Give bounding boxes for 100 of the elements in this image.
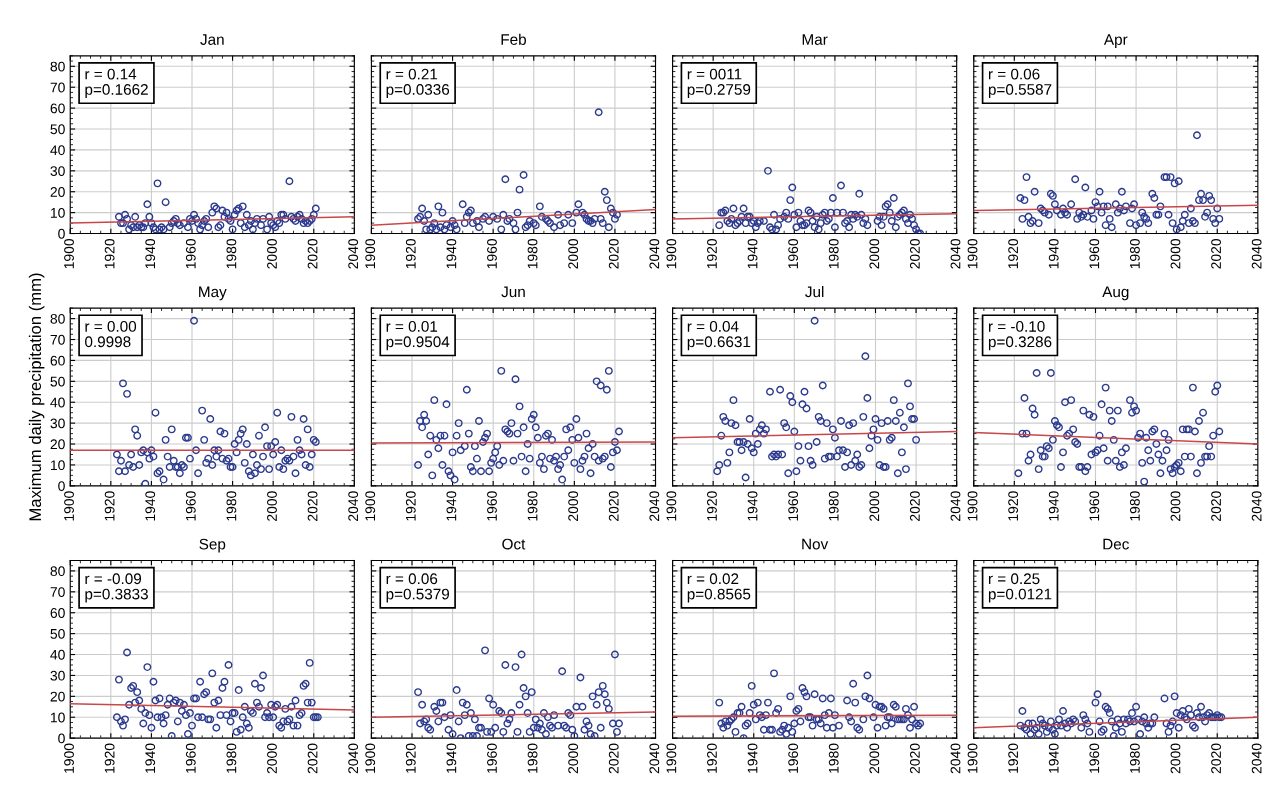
x-tick-label: 2000	[869, 743, 880, 774]
x-tick-label: 1960	[788, 743, 799, 773]
chart-title: Dec	[1103, 538, 1129, 550]
x-tick-label: 1940	[446, 238, 457, 269]
x-tick-label: 1940	[747, 238, 758, 269]
y-tick-label: 80	[50, 566, 65, 577]
x-tick-label: 1940	[145, 238, 156, 269]
annotation: r = 0.21 p=0.0336	[386, 68, 450, 98]
y-tick-label: 40	[50, 397, 65, 408]
x-tick-label: 1920	[1008, 238, 1019, 269]
x-tick-label: 2020	[608, 491, 619, 521]
x-tick-label: 2020	[1211, 743, 1221, 774]
x-tick-label: 1900	[64, 743, 74, 773]
y-tick-label: 10	[50, 460, 65, 471]
x-tick-label: 2020	[1211, 238, 1221, 269]
chart-title: May	[199, 286, 227, 301]
x-tick-label: 2000	[267, 491, 277, 521]
x-tick-label: 2020	[307, 743, 318, 774]
x-tick-label: 1920	[104, 238, 115, 269]
x-tick-label: 1980	[828, 491, 839, 521]
x-tick-label: 1940	[446, 743, 457, 773]
x-tick-label: 1900	[666, 743, 677, 773]
x-tick-label: 1900	[666, 491, 677, 521]
x-tick-label: 1900	[64, 491, 74, 521]
chart-title: Jan	[200, 34, 224, 45]
chart-title: Mar	[802, 34, 828, 45]
x-tick-label: 2020	[1211, 491, 1221, 521]
y-tick-label: 80	[50, 313, 65, 324]
y-tick-label: 0	[58, 481, 65, 492]
x-tick-label: 2040	[348, 743, 359, 774]
y-tick-label: 10	[50, 712, 65, 723]
chart-title: Sep	[199, 538, 226, 553]
y-tick-label: 0	[58, 228, 65, 239]
x-tick-label: 2000	[869, 238, 880, 269]
x-tick-label: 1960	[1089, 238, 1100, 269]
x-tick-label: 1980	[226, 743, 237, 773]
x-tick-label: 1920	[707, 238, 717, 269]
x-tick-label: 1980	[1129, 491, 1140, 521]
x-tick-label: 1960	[487, 238, 497, 269]
x-tick-label: 1960	[487, 491, 497, 521]
x-tick-label: 2020	[909, 743, 920, 774]
annotation: r = 0.14 p=0.1662	[85, 68, 148, 98]
x-tick-label: 2040	[649, 743, 660, 774]
x-tick-label: 1940	[446, 491, 457, 521]
x-tick-label: 1940	[1048, 238, 1059, 269]
x-tick-label: 2000	[869, 491, 880, 521]
y-tick-label: 10	[50, 207, 65, 218]
x-tick-label: 1980	[828, 743, 839, 773]
x-tick-label: 1920	[707, 743, 717, 773]
x-tick-label: 1960	[487, 743, 497, 773]
x-tick-label: 2020	[307, 238, 318, 269]
x-tick-label: 2000	[1170, 743, 1181, 774]
x-tick-label: 2040	[1251, 491, 1262, 521]
y-axis-title: Maximum daily precipitation (mm)	[28, 273, 45, 521]
x-tick-label: 1960	[185, 238, 196, 269]
x-tick-label: 1940	[1048, 743, 1059, 773]
annotation: r = 0.00 0.9998	[85, 321, 137, 348]
y-tick-label: 20	[50, 439, 65, 450]
x-tick-label: 1960	[185, 491, 196, 521]
y-tick-label: 20	[50, 187, 65, 197]
x-tick-label: 2000	[1170, 491, 1181, 521]
x-tick-label: 1940	[1048, 491, 1059, 521]
annotation: r = 0.25 p=0.0121	[988, 573, 1052, 603]
x-tick-label: 1920	[707, 491, 717, 521]
y-tick-label: 70	[50, 587, 65, 597]
y-tick-label: 60	[50, 103, 65, 114]
x-tick-label: 1960	[1089, 743, 1100, 773]
chart-title: Feb	[501, 33, 526, 45]
x-tick-label: 1900	[666, 238, 677, 269]
x-tick-label: 1940	[145, 491, 156, 521]
x-tick-label: 2040	[348, 238, 359, 269]
x-tick-label: 1920	[104, 743, 115, 773]
x-tick-label: 2000	[267, 238, 277, 269]
annotation: r = 0.06 p=0.5587	[988, 68, 1052, 98]
y-tick-label: 80	[50, 61, 65, 72]
x-tick-label: 2040	[950, 743, 961, 774]
chart-title: Jun	[501, 286, 525, 298]
x-tick-label: 2000	[267, 743, 277, 774]
x-tick-label: 2000	[1170, 238, 1181, 269]
x-tick-label: 2020	[909, 238, 920, 269]
y-tick-label: 0	[58, 733, 65, 744]
x-tick-label: 1900	[365, 238, 376, 269]
x-tick-label: 2020	[909, 491, 920, 521]
x-tick-label: 2020	[608, 238, 619, 269]
x-tick-label: 1940	[747, 491, 758, 521]
x-tick-label: 1980	[527, 743, 538, 773]
chart-title: Nov	[802, 538, 829, 550]
x-tick-label: 2040	[950, 238, 961, 269]
x-tick-label: 1960	[1089, 491, 1100, 521]
x-tick-label: 1940	[747, 743, 758, 773]
y-tick-label: 20	[50, 691, 65, 702]
y-tick-label: 40	[50, 649, 65, 660]
y-tick-label: 60	[50, 355, 65, 366]
x-tick-label: 1980	[1129, 743, 1140, 773]
annotation: r = 0.06 p=0.5379	[386, 573, 450, 603]
x-tick-label: 1920	[104, 491, 115, 521]
x-tick-label: 1980	[527, 238, 538, 269]
x-tick-label: 1900	[967, 238, 978, 269]
x-tick-label: 2020	[307, 491, 318, 521]
y-tick-label: 30	[50, 418, 65, 429]
